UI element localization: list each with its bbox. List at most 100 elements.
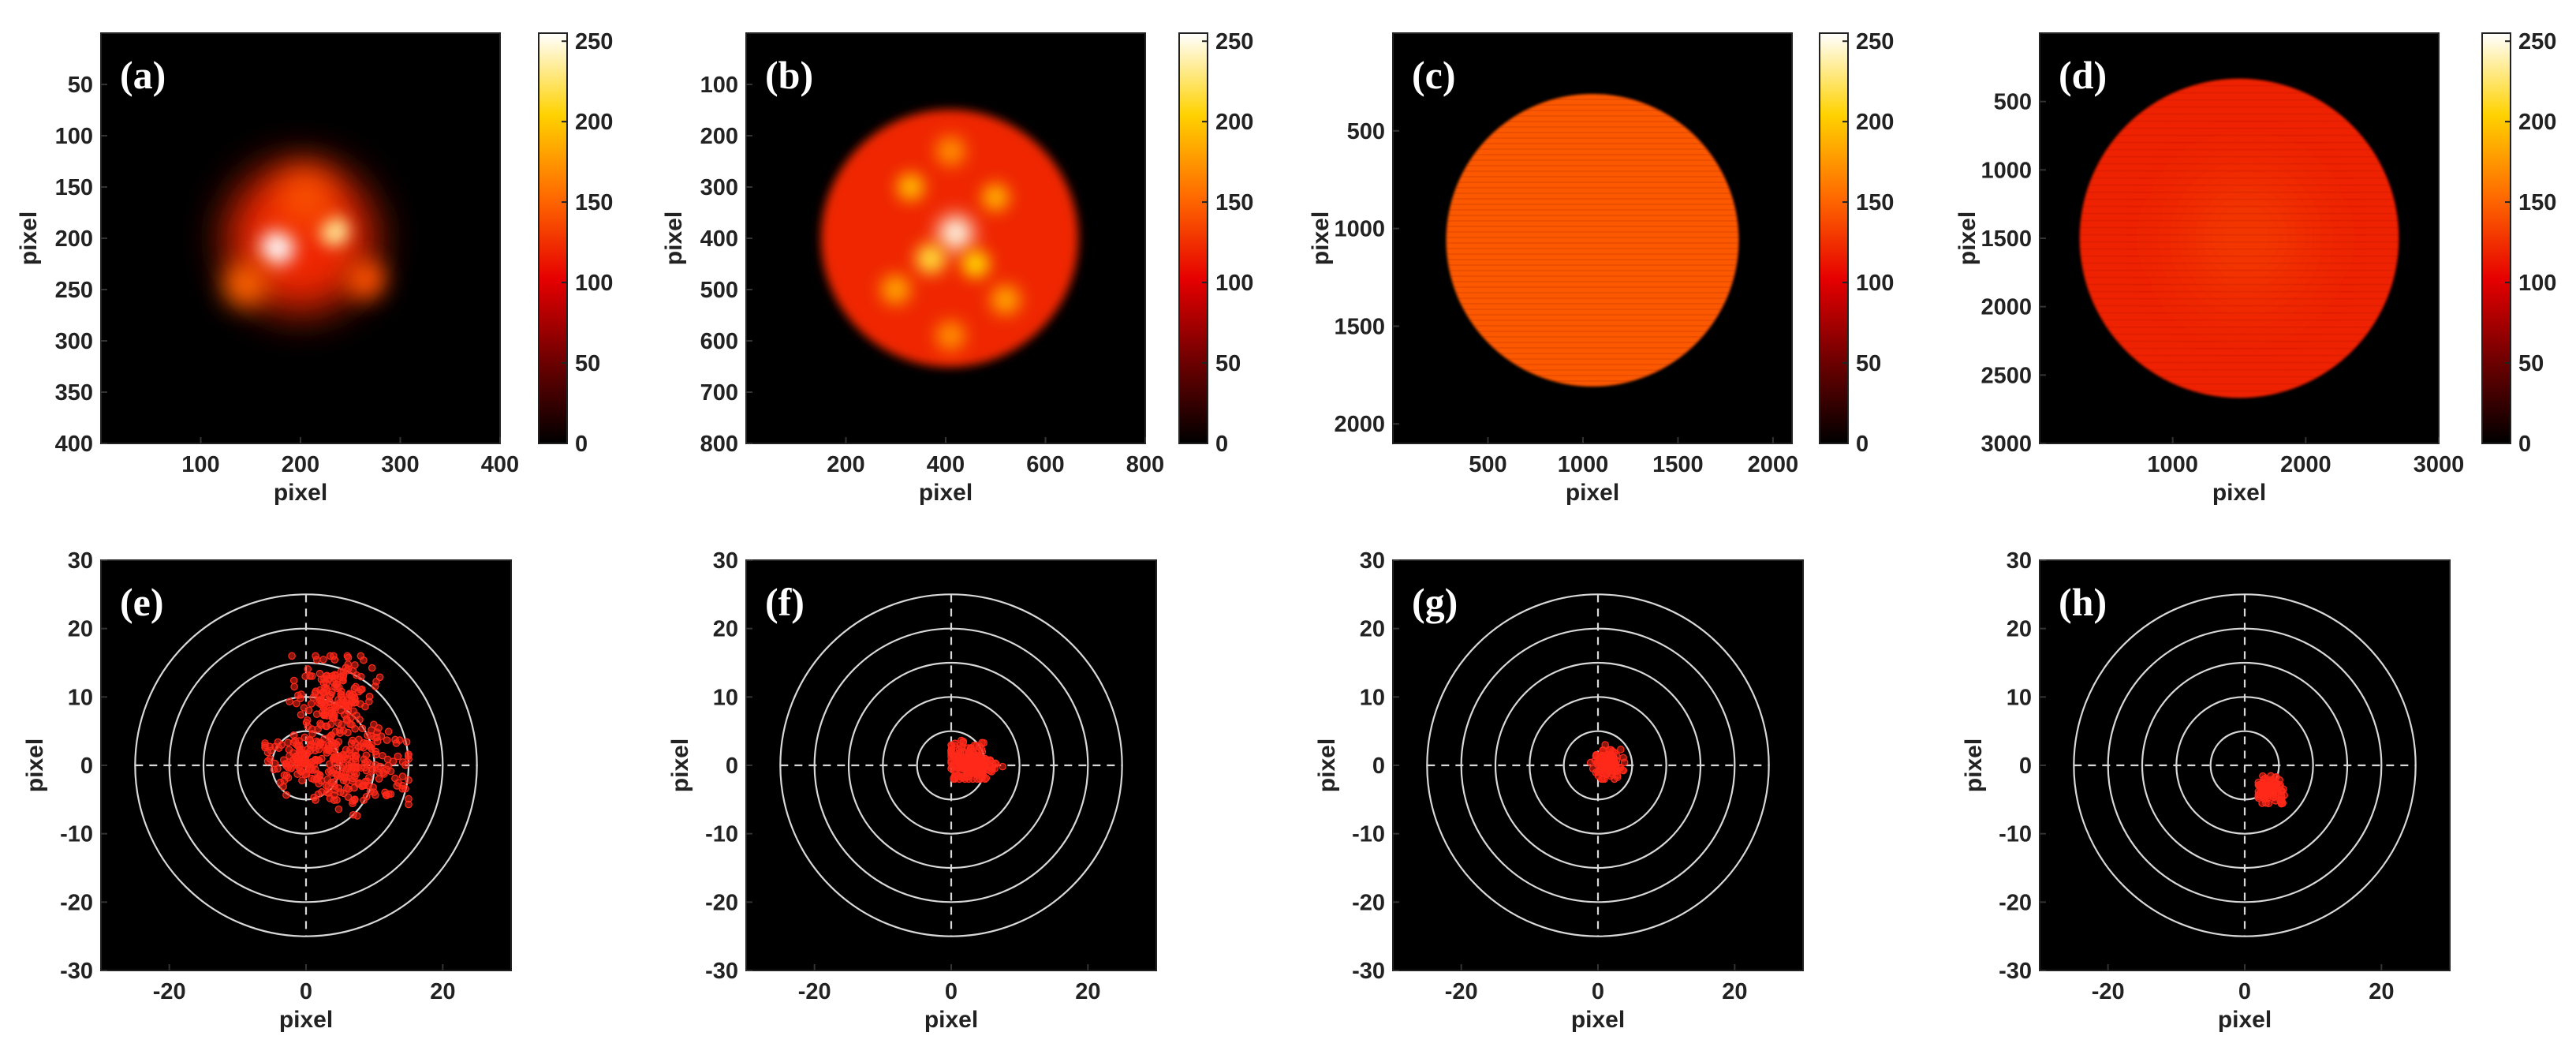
y-tick-label: 250 (55, 278, 93, 303)
colorbar-tick-label: 200 (1215, 110, 1253, 135)
panel-e: -20 0 20 -30 -20 -10 0 10 20 30 pixel pixel (e) (22, 548, 512, 1033)
scatter-points (1586, 741, 1629, 783)
colorbar-tick-label: 50 (1856, 351, 1881, 376)
x-tick-label: 400 (481, 452, 519, 477)
data-point (280, 771, 289, 780)
data-point (1607, 750, 1615, 759)
data-point (266, 755, 274, 763)
data-point (383, 736, 391, 744)
data-point (325, 746, 333, 754)
intensity-hotspot (345, 259, 386, 300)
colorbar-tick-label: 50 (575, 351, 600, 376)
data-point (312, 737, 321, 746)
data-point (393, 782, 401, 790)
data-point (325, 675, 334, 682)
x-axis-label: pixel (919, 480, 973, 506)
y-axis-label: pixel (1314, 739, 1340, 792)
y-tick-label: 200 (55, 226, 93, 252)
data-point (2275, 776, 2283, 784)
data-point (960, 754, 968, 762)
data-point (317, 776, 326, 785)
intensity-hotspot (935, 136, 966, 166)
data-point (351, 739, 359, 747)
data-point (339, 752, 348, 760)
colorbar (538, 32, 568, 444)
x-tick-label: 0 (1592, 979, 1604, 1004)
data-point (357, 700, 364, 708)
y-tick-label: 30 (2007, 548, 2032, 574)
data-point (401, 784, 409, 793)
colorbar-tick-label: 50 (2518, 351, 2544, 376)
data-point (2279, 785, 2287, 794)
data-point (952, 753, 960, 761)
panel-label: (f) (765, 580, 805, 624)
colorbar-tick-label: 50 (1215, 351, 1241, 376)
x-tick-label: 20 (2369, 979, 2394, 1004)
y-tick-label: 3000 (1981, 432, 2032, 457)
panel-label: (h) (2059, 580, 2107, 624)
data-point (320, 735, 328, 743)
intensity-hotspot (990, 285, 1021, 315)
y-tick-label: -30 (1352, 959, 1385, 984)
data-point (365, 693, 374, 701)
data-point (1607, 758, 1616, 766)
colorbar-tick-label: 150 (575, 190, 613, 215)
y-tick-label: 500 (700, 278, 738, 303)
x-axis-label: pixel (1571, 1007, 1625, 1033)
y-tick-label: 0 (1372, 753, 1385, 779)
y-tick-label: 30 (68, 548, 93, 574)
data-point (314, 790, 323, 798)
x-tick-label: 2000 (1748, 452, 1799, 477)
data-point (368, 767, 376, 775)
data-point (1603, 764, 1611, 772)
colorbar-tick-label: 150 (2518, 190, 2556, 215)
data-point (2270, 793, 2278, 801)
colorbar-tick-label: 100 (1215, 271, 1253, 296)
y-tick-label: 200 (700, 124, 738, 149)
y-tick-label: 0 (80, 753, 93, 779)
data-point (323, 775, 332, 783)
data-point (315, 669, 324, 678)
data-point (2263, 795, 2272, 803)
y-tick-label: 0 (2019, 753, 2032, 779)
data-point (321, 683, 329, 692)
x-tick-label: -20 (1445, 979, 1478, 1004)
x-axis-label: pixel (274, 480, 327, 506)
heatmap-image (2079, 78, 2399, 398)
data-point (350, 783, 358, 792)
data-point (279, 756, 288, 764)
data-point (359, 743, 368, 752)
data-point (375, 673, 384, 682)
data-point (282, 791, 290, 799)
data-point (261, 743, 269, 752)
y-tick-label: -10 (705, 822, 738, 847)
data-point (351, 795, 359, 803)
data-point (395, 736, 404, 744)
colorbar-tick-label: 0 (1856, 432, 1869, 457)
data-point (297, 711, 305, 719)
data-point (307, 700, 315, 708)
data-point (339, 727, 348, 735)
data-point (289, 731, 298, 739)
data-point (1617, 746, 1625, 753)
data-point (970, 741, 979, 750)
data-point (398, 772, 407, 780)
data-point (2254, 791, 2263, 799)
y-tick-label: 2000 (1334, 412, 1385, 437)
data-point (950, 761, 958, 770)
panel-label: (a) (120, 53, 166, 97)
data-point (334, 805, 343, 813)
y-tick-label: 30 (713, 548, 738, 574)
data-point (328, 741, 337, 750)
y-tick-label: 1500 (1334, 314, 1385, 339)
colorbar-tick-label: 150 (1856, 190, 1894, 215)
panel-h: -20 0 20 -30 -20 -10 0 10 20 30 pixel pixel (h) (1961, 548, 2451, 1033)
data-point (379, 768, 387, 776)
y-tick-label: 300 (700, 175, 738, 200)
scatter-points (2254, 772, 2288, 808)
data-point (297, 690, 305, 698)
data-point (308, 774, 316, 783)
y-tick-label: 10 (68, 685, 93, 710)
heatmap-image (1446, 93, 1739, 387)
